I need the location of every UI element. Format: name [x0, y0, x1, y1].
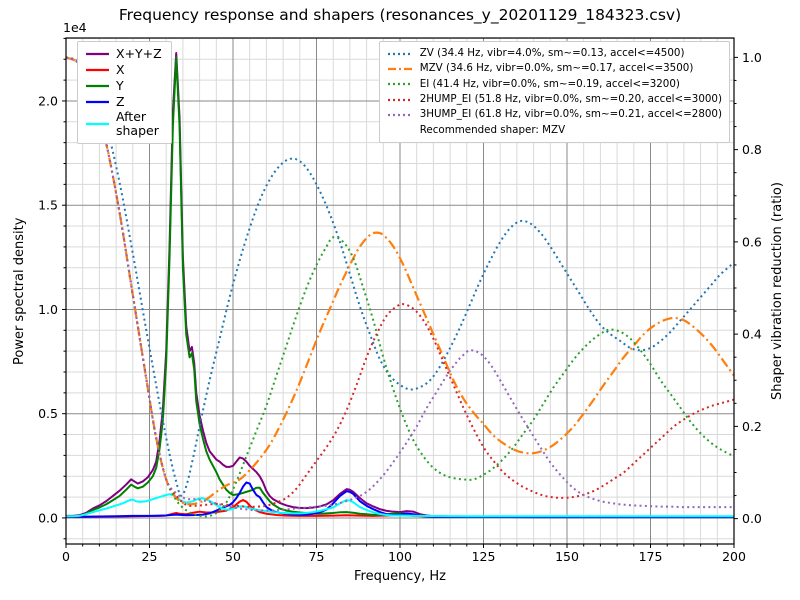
y-left-tick-label: 1.0 [38, 302, 58, 317]
legend-item: Y [85, 78, 162, 94]
legend-label: 3HUMP_EI (61.8 Hz, vibr=0.0%, sm~=0.21, … [419, 108, 722, 121]
legend-line-sample [86, 52, 109, 56]
series-mzv [65, 56, 735, 506]
legend-item: X [85, 62, 162, 78]
series-x-y-z [66, 52, 734, 518]
y-right-tick-label: 1.0 [742, 50, 762, 65]
legend-item: ZV (34.4 Hz, vibr=4.0%, sm~=0.13, accel<… [387, 46, 722, 61]
x-tick-label: 50 [225, 549, 241, 564]
legend-item: Recommended shaper: MZV [387, 123, 722, 138]
legend-line-sample [387, 83, 413, 86]
x-tick-label: 100 [388, 549, 412, 564]
legend-line-sample [387, 127, 414, 135]
x-tick-label: 125 [472, 549, 496, 564]
y-right-tick-label: 0.0 [742, 511, 762, 526]
y-right-tick-label: 0.6 [742, 234, 762, 249]
legend-item: 2HUMP_EI (51.8 Hz, vibr=0.0%, sm~=0.20, … [387, 92, 722, 107]
legend-line-sample [86, 123, 109, 126]
y-right-tick-label: 0.4 [742, 327, 762, 342]
series-3hump-ei [65, 56, 734, 512]
psd-axis-offset-text: 1e4 [63, 20, 87, 35]
x-tick-label: 75 [309, 549, 325, 564]
shaper-legend: ZV (34.4 Hz, vibr=4.0%, sm~=0.13, accel<… [378, 41, 730, 144]
legend-item: After shaper [85, 109, 162, 139]
legend-item: Z [85, 94, 162, 110]
legend-label: Y [116, 77, 124, 93]
legend-label: After shaper [116, 109, 159, 139]
y-left-tick-label: 2.0 [38, 93, 58, 108]
y-right-tick-label: 0.8 [742, 142, 762, 157]
legend-line-sample [86, 68, 109, 72]
series-2hump-ei [65, 56, 735, 508]
legend-label: X+Y+Z [116, 45, 162, 61]
legend-item: MZV (34.6 Hz, vibr=0.0%, sm~=0.17, accel… [387, 61, 722, 76]
x-tick-label: 25 [142, 549, 158, 564]
x-tick-label: 150 [555, 549, 579, 564]
legend-line-sample [86, 100, 109, 104]
legend-item: X+Y+Z [85, 46, 162, 62]
legend-label: Recommended shaper: MZV [419, 123, 566, 136]
legend-line-sample [387, 52, 413, 55]
series-ei [65, 56, 735, 518]
psd-axis-label: Power spectral density [12, 217, 27, 365]
legend-line-sample [387, 98, 413, 101]
x-tick-label: 175 [639, 549, 663, 564]
frequency-axis-label: Frequency, Hz [353, 569, 447, 584]
y-left-tick-label: 0.0 [38, 510, 58, 525]
y-left-tick-label: 1.5 [38, 198, 58, 213]
legend-label: 2HUMP_EI (51.8 Hz, vibr=0.0%, sm~=0.20, … [419, 92, 722, 105]
legend-item: EI (41.4 Hz, vibr=0.0%, sm~=0.19, accel<… [387, 77, 722, 92]
y-left-tick-label: 0.5 [38, 406, 58, 421]
y-right-tick-label: 0.2 [742, 419, 762, 434]
legend-label: Z [116, 93, 125, 109]
legend-label: MZV (34.6 Hz, vibr=0.0%, sm~=0.17, accel… [419, 62, 694, 75]
legend-line-sample [387, 114, 413, 117]
chart-title: Frequency response and shapers (resonanc… [118, 6, 682, 24]
ratio-axis-label: Shaper vibration reduction (ratio) [770, 182, 785, 400]
legend-label: X [116, 61, 125, 77]
legend-item: 3HUMP_EI (61.8 Hz, vibr=0.0%, sm~=0.21, … [387, 108, 722, 123]
series-zv [65, 56, 735, 497]
legend-line-sample [86, 84, 109, 88]
legend-line-sample [387, 67, 413, 71]
psd-legend: X+Y+Z X Y Z After shaper [77, 41, 172, 144]
legend-label: EI (41.4 Hz, vibr=0.0%, sm~=0.19, accel<… [419, 77, 680, 90]
x-tick-label: 200 [722, 549, 746, 564]
x-tick-label: 0 [62, 549, 70, 564]
legend-label: ZV (34.4 Hz, vibr=4.0%, sm~=0.13, accel<… [419, 46, 685, 59]
